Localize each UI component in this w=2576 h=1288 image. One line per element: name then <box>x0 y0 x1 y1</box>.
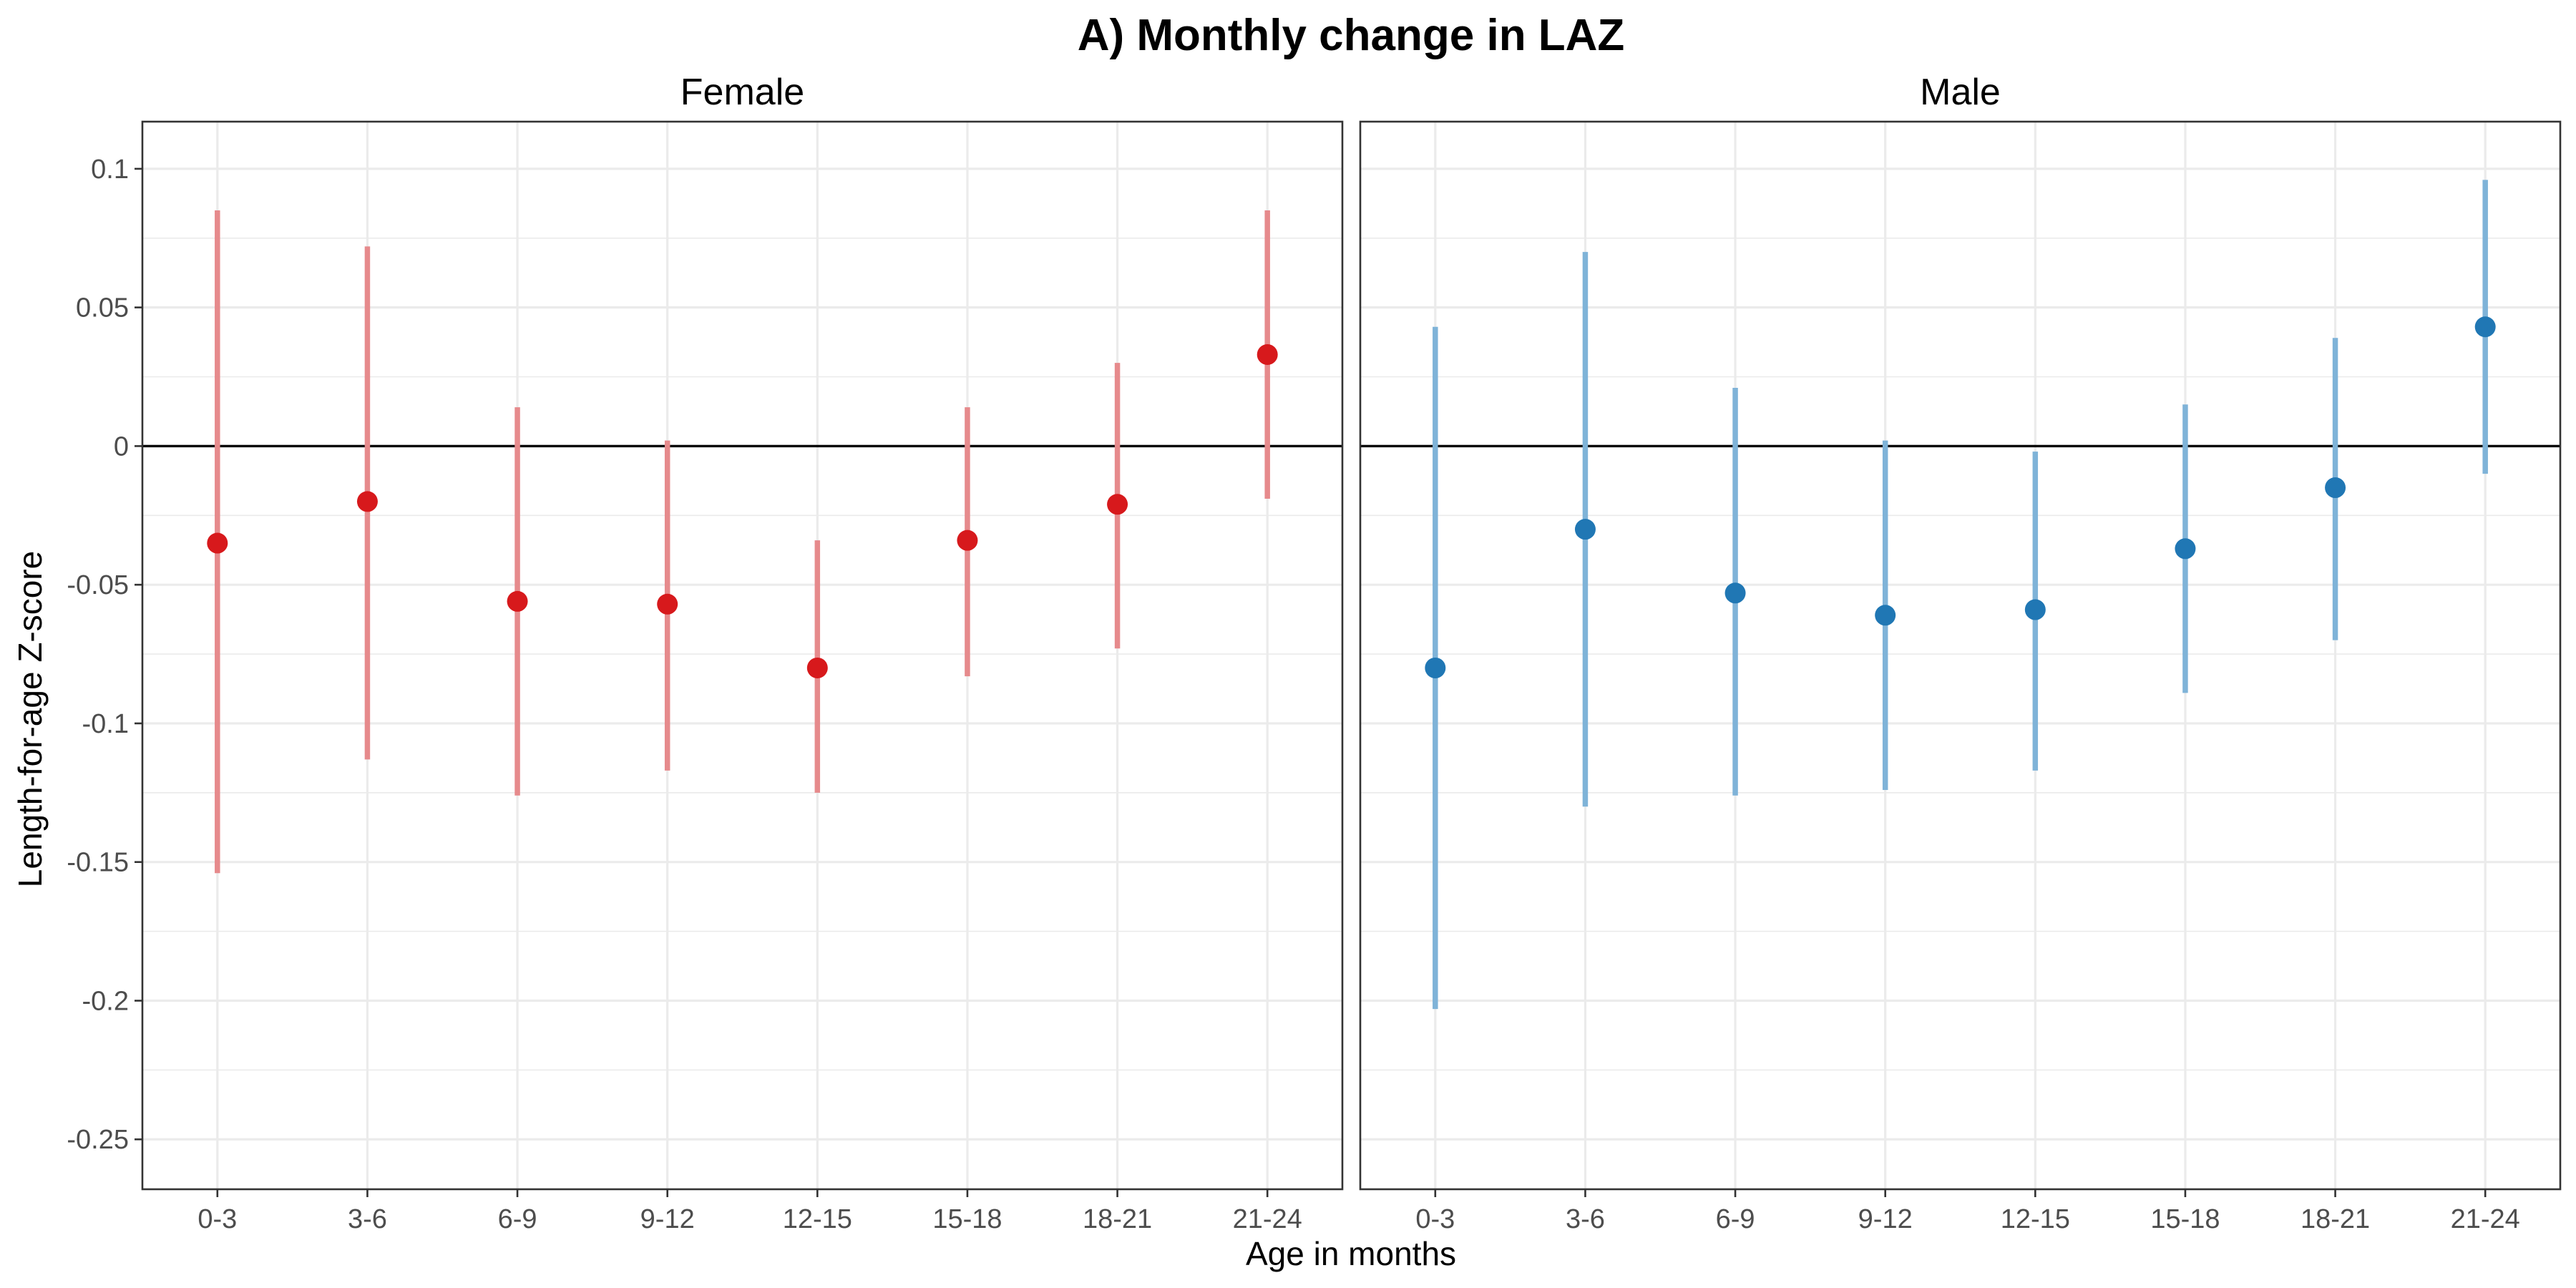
x-axis-title: Age in months <box>1246 1235 1456 1272</box>
y-tick-label: -0.05 <box>67 570 129 600</box>
point-male-3-6 <box>1574 519 1596 540</box>
point-female-21-24 <box>1257 344 1278 366</box>
x-tick-label: 6-9 <box>498 1204 537 1234</box>
point-female-15-18 <box>957 530 978 551</box>
y-tick-label: 0 <box>114 431 129 462</box>
panel-border <box>1359 120 2562 1191</box>
panel-female: Female 0-3 3-6 6-9 9-12 12-15 15-18 18-21 21-24 <box>141 72 1344 1234</box>
point-male-9-12 <box>1875 605 1896 626</box>
point-female-3-6 <box>356 491 378 512</box>
strip-label-female: Female <box>680 72 804 113</box>
x-tick-label: 18-21 <box>2301 1204 2370 1234</box>
point-female-9-12 <box>657 593 678 615</box>
x-tick-label: 0-3 <box>1415 1204 1455 1234</box>
x-tick-label: 21-24 <box>1233 1204 1302 1234</box>
point-female-18-21 <box>1107 494 1128 515</box>
panel-border <box>141 120 1344 1191</box>
x-tick-label: 15-18 <box>2150 1204 2220 1234</box>
x-tick-label: 6-9 <box>1716 1204 1755 1234</box>
strip-label-male: Male <box>1920 72 2001 113</box>
point-male-18-21 <box>2325 477 2346 499</box>
x-tick-label: 0-3 <box>197 1204 237 1234</box>
point-male-6-9 <box>1724 582 1746 604</box>
y-tick-label: 0.05 <box>76 293 129 323</box>
y-tick-label: -0.2 <box>82 986 129 1016</box>
point-male-12-15 <box>2024 599 2046 620</box>
point-male-0-3 <box>1425 657 1446 678</box>
x-tick-label: 3-6 <box>1566 1204 1605 1234</box>
panel-male: Male 0-3 3-6 6-9 9-12 12-15 15-18 18-21 21-24 <box>1359 72 2562 1234</box>
point-female-0-3 <box>207 532 228 554</box>
x-tick-label: 15-18 <box>932 1204 1002 1234</box>
x-tick-label: 12-15 <box>783 1204 852 1234</box>
point-female-6-9 <box>507 590 528 612</box>
chart-title: A) Monthly change in LAZ <box>1078 11 1625 60</box>
x-tick-label: 9-12 <box>640 1204 695 1234</box>
x-tick-label: 9-12 <box>1858 1204 1913 1234</box>
y-axis-title: Length-for-age Z-score <box>11 551 49 887</box>
x-tick-label: 18-21 <box>1083 1204 1152 1234</box>
point-female-12-15 <box>806 657 828 678</box>
x-tick-label: 21-24 <box>2451 1204 2520 1234</box>
point-male-15-18 <box>2175 538 2196 560</box>
y-tick-label: -0.25 <box>67 1125 129 1155</box>
y-tick-label: -0.1 <box>82 709 129 739</box>
y-tick-label: -0.15 <box>67 848 129 878</box>
x-tick-label: 12-15 <box>2001 1204 2070 1234</box>
x-tick-label: 3-6 <box>348 1204 387 1234</box>
point-male-21-24 <box>2474 316 2496 338</box>
y-tick-label: 0.1 <box>91 155 129 185</box>
